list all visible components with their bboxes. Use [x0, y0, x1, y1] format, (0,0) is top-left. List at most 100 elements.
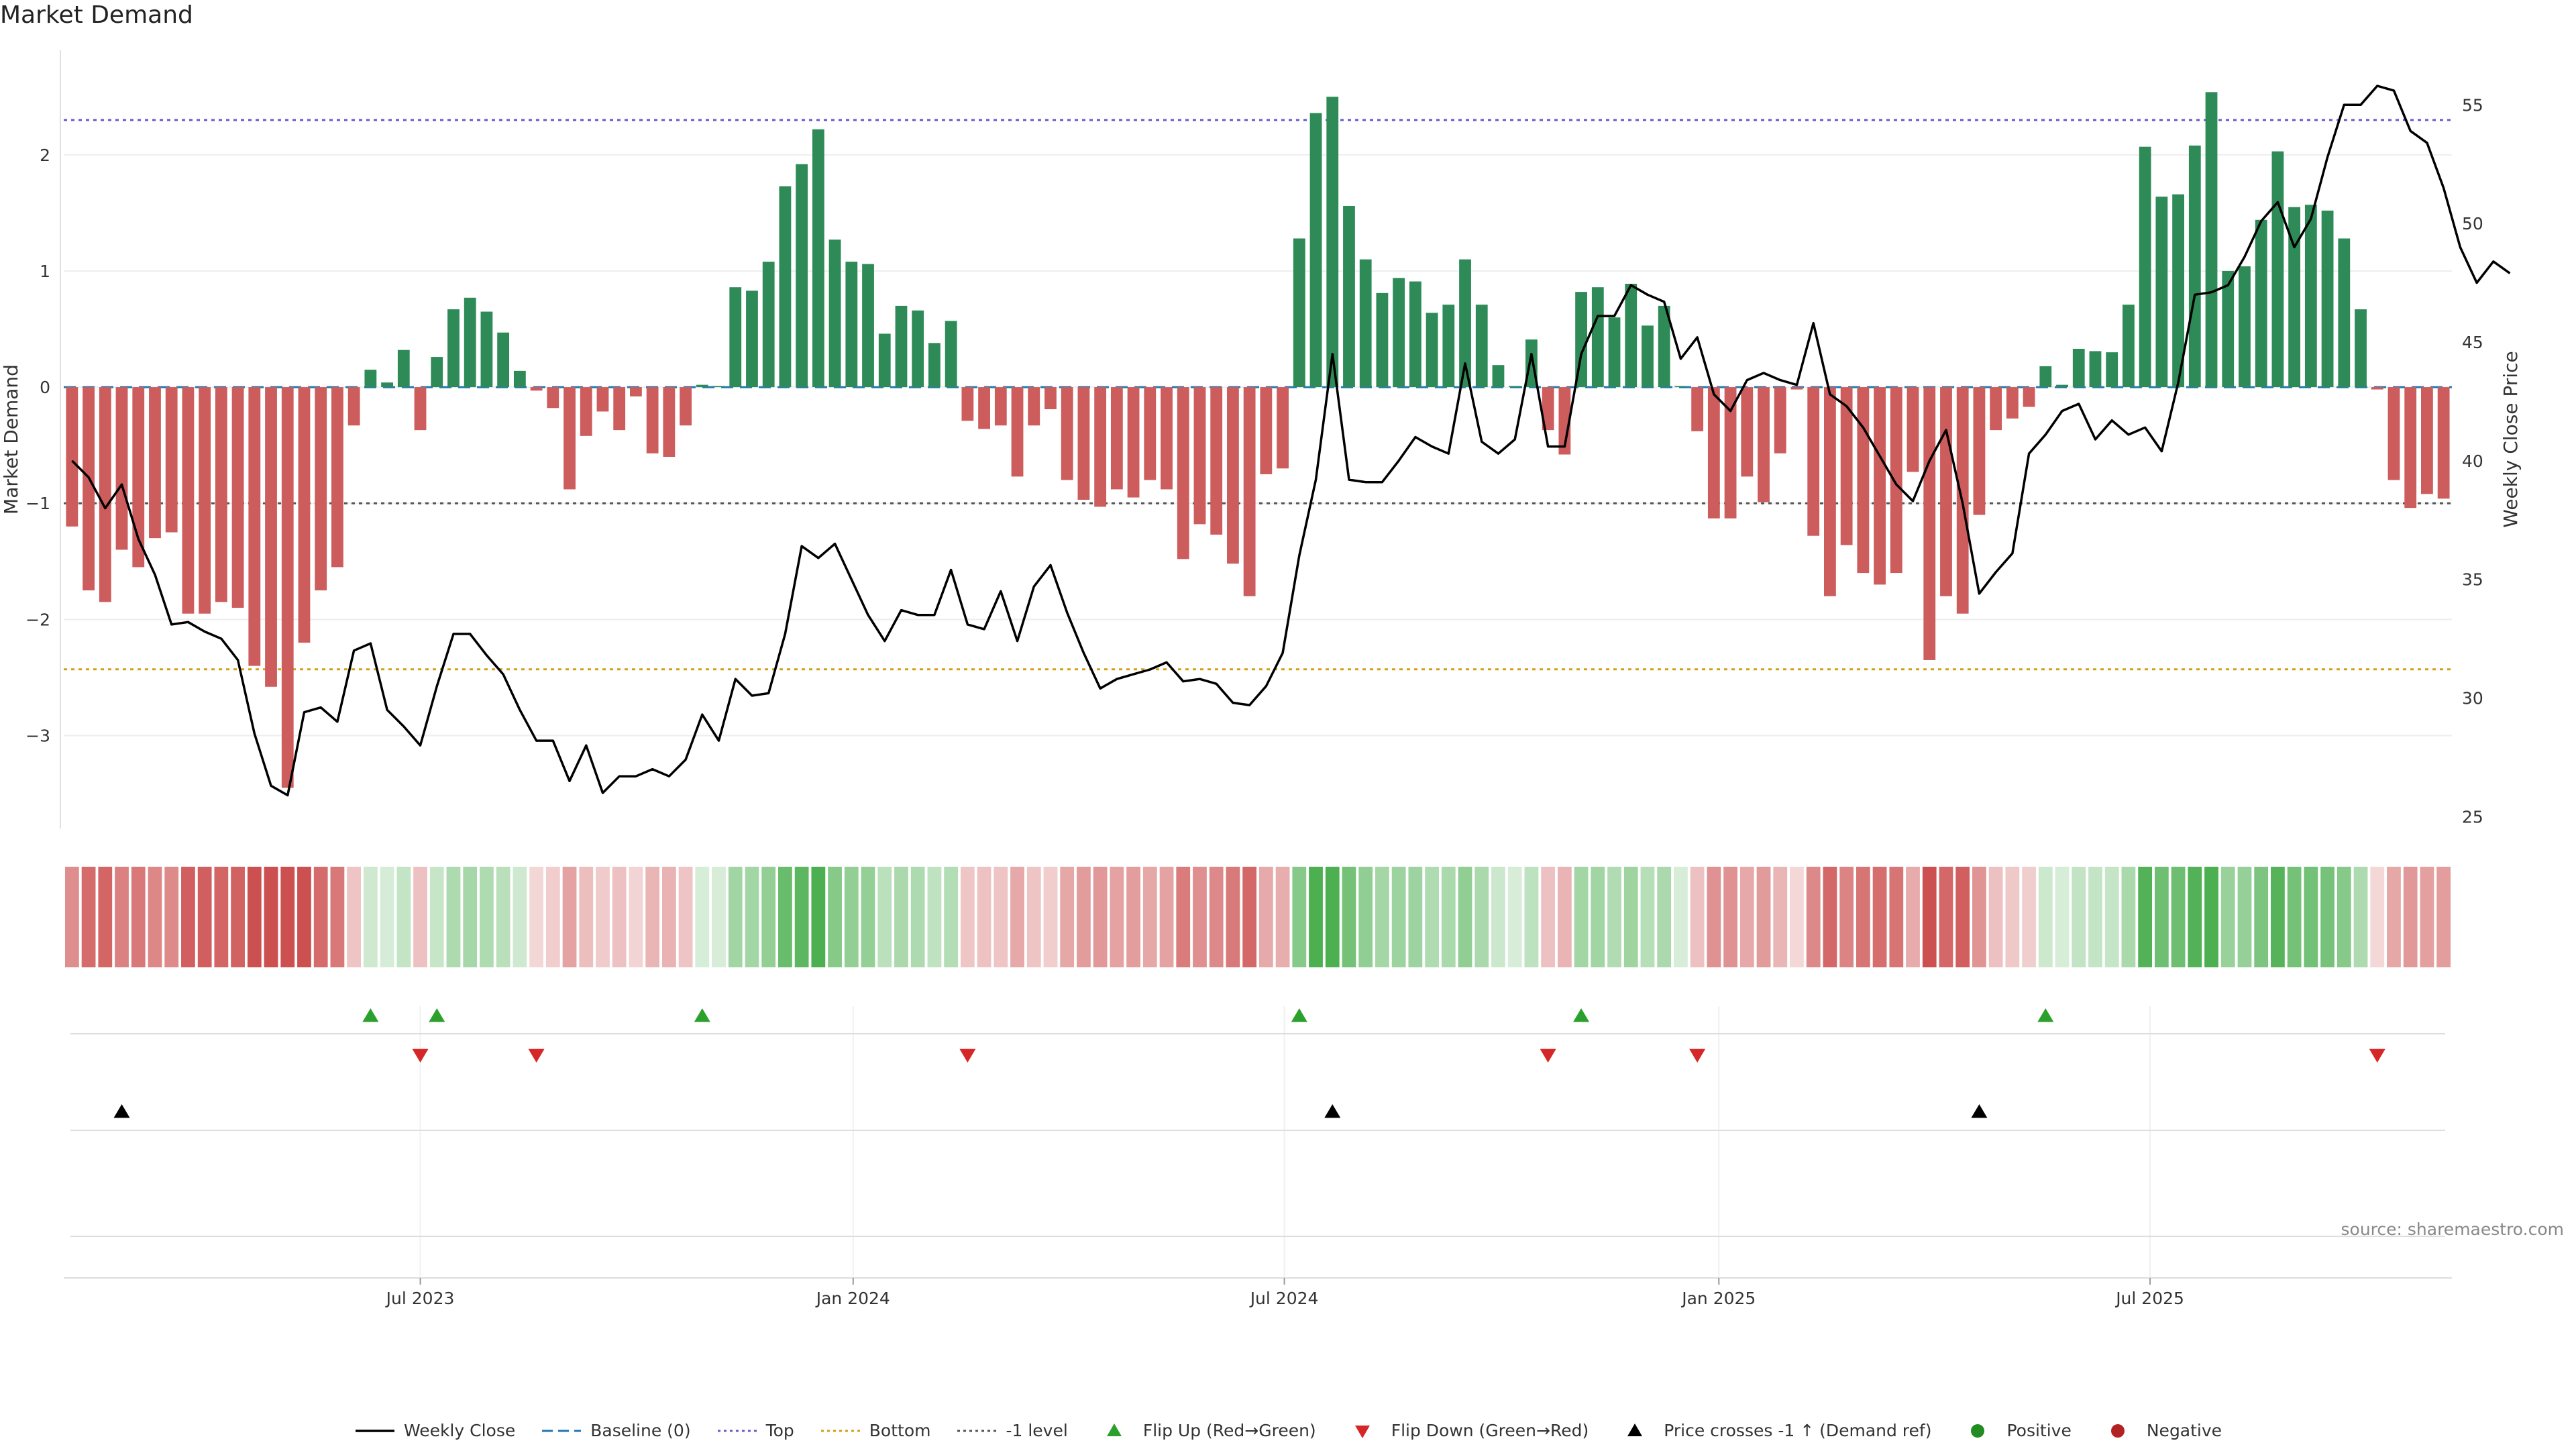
heat-cell [761, 867, 776, 967]
price-cross-marker [1324, 1104, 1341, 1118]
demand-bar [2288, 207, 2301, 388]
heat-cell [1972, 867, 1986, 967]
heat-cell [1142, 867, 1157, 967]
demand-bar [978, 387, 990, 429]
legend-symbol [717, 1430, 757, 1432]
demand-bar [796, 164, 808, 388]
demand-bar [2106, 352, 2118, 388]
heat-cell [64, 867, 79, 967]
demand-bar [1857, 387, 1870, 574]
legend-label: Flip Down (Green→Red) [1391, 1421, 1589, 1440]
demand-bar [1260, 387, 1273, 474]
demand-bar [331, 387, 343, 568]
demand-bar [1359, 259, 1372, 388]
demand-bar [1840, 387, 1853, 545]
demand-bar [281, 387, 294, 788]
heat-cell [380, 867, 394, 967]
demand-bar [2239, 266, 2251, 388]
heat-cell [944, 867, 959, 967]
heat-cell [2104, 867, 2119, 967]
heat-cell [1292, 867, 1307, 967]
flip-up-marker [2037, 1008, 2054, 1022]
demand-bar [298, 387, 311, 643]
heat-cell [1574, 867, 1589, 967]
heat-cell [1955, 867, 1970, 967]
legend-item: Negative [2097, 1421, 2222, 1440]
demand-bar [1459, 259, 1471, 388]
demand-bar [1558, 387, 1571, 455]
demand-bar [2155, 197, 2168, 388]
demand-bar [1758, 387, 1770, 502]
heat-cell [1010, 867, 1024, 967]
heat-cell [1856, 867, 1870, 967]
demand-bar [2404, 387, 2417, 508]
demand-bar [2205, 92, 2218, 388]
heat-cell [1242, 867, 1257, 967]
heat-cell [2436, 867, 2451, 967]
demand-bar [1177, 387, 1189, 559]
demand-bar [564, 387, 576, 490]
heat-cell [1773, 867, 1788, 967]
demand-bar [513, 370, 526, 388]
heat-cell [960, 867, 975, 967]
heat-cell [2204, 867, 2218, 967]
demand-bar [1642, 325, 1654, 388]
x-tick-label: Jan 2025 [1680, 1289, 1756, 1308]
demand-heat-strip [64, 867, 2451, 967]
demand-bar [1658, 305, 1670, 388]
demand-bar [1774, 387, 1786, 453]
heat-cell [894, 867, 908, 967]
legend-symbol [1971, 1424, 1985, 1438]
heat-cell [330, 867, 345, 967]
legend-symbol [1354, 1425, 1370, 1438]
demand-bar [928, 343, 941, 388]
legend-label: Bottom [869, 1421, 931, 1440]
demand-bar [1193, 387, 1206, 525]
heat-cell [164, 867, 179, 967]
demand-bar [2437, 387, 2450, 499]
y-axis-title: Market Demand [0, 364, 22, 515]
demand-bar [1227, 387, 1239, 564]
demand-bar [99, 387, 111, 602]
demand-bar [862, 264, 874, 388]
heat-cell [313, 867, 328, 967]
heat-cell [529, 867, 543, 967]
heat-cell [181, 867, 195, 967]
demand-bar [231, 387, 244, 608]
heat-cell [231, 867, 245, 967]
heat-cell [661, 867, 676, 967]
y2-tick-label: 30 [2462, 688, 2483, 708]
heat-cell [2403, 867, 2418, 967]
legend-label: Top [765, 1421, 794, 1440]
demand-bar [1277, 387, 1289, 469]
heat-cell [446, 867, 461, 967]
legend-item: Flip Up (Red→Green) [1093, 1421, 1316, 1440]
legend-symbol [1627, 1423, 1643, 1436]
demand-bar [315, 387, 327, 591]
x-tick-label: Jul 2025 [2114, 1289, 2184, 1308]
source-label: source: sharemaestro.com [2341, 1220, 2565, 1239]
legend: Weekly Close Baseline (0) Top Bottom -1 leve… [0, 1421, 2576, 1440]
legend-label: Weekly Close [403, 1421, 516, 1440]
legend-triangle-down [1354, 1425, 1370, 1438]
y2-tick-label: 45 [2462, 333, 2483, 352]
demand-bar [215, 387, 227, 602]
demand-bar [1691, 387, 1704, 431]
demand-bar [364, 370, 377, 388]
heat-cell [545, 867, 560, 967]
y2-tick-label: 55 [2462, 95, 2483, 115]
heat-cell [927, 867, 942, 967]
demand-bar [347, 387, 360, 426]
flip-down-marker [1689, 1049, 1706, 1063]
demand-bar [878, 333, 891, 388]
legend-label: Positive [2006, 1421, 2072, 1440]
heat-cell [645, 867, 660, 967]
heat-cell [977, 867, 991, 967]
y2-tick-label: 35 [2462, 570, 2483, 590]
heat-cell [728, 867, 743, 967]
demand-bar [1061, 387, 1073, 480]
heat-cell [1193, 867, 1207, 967]
heat-cell [1640, 867, 1655, 967]
heat-cell [480, 867, 494, 967]
heat-cell [1889, 867, 1904, 967]
